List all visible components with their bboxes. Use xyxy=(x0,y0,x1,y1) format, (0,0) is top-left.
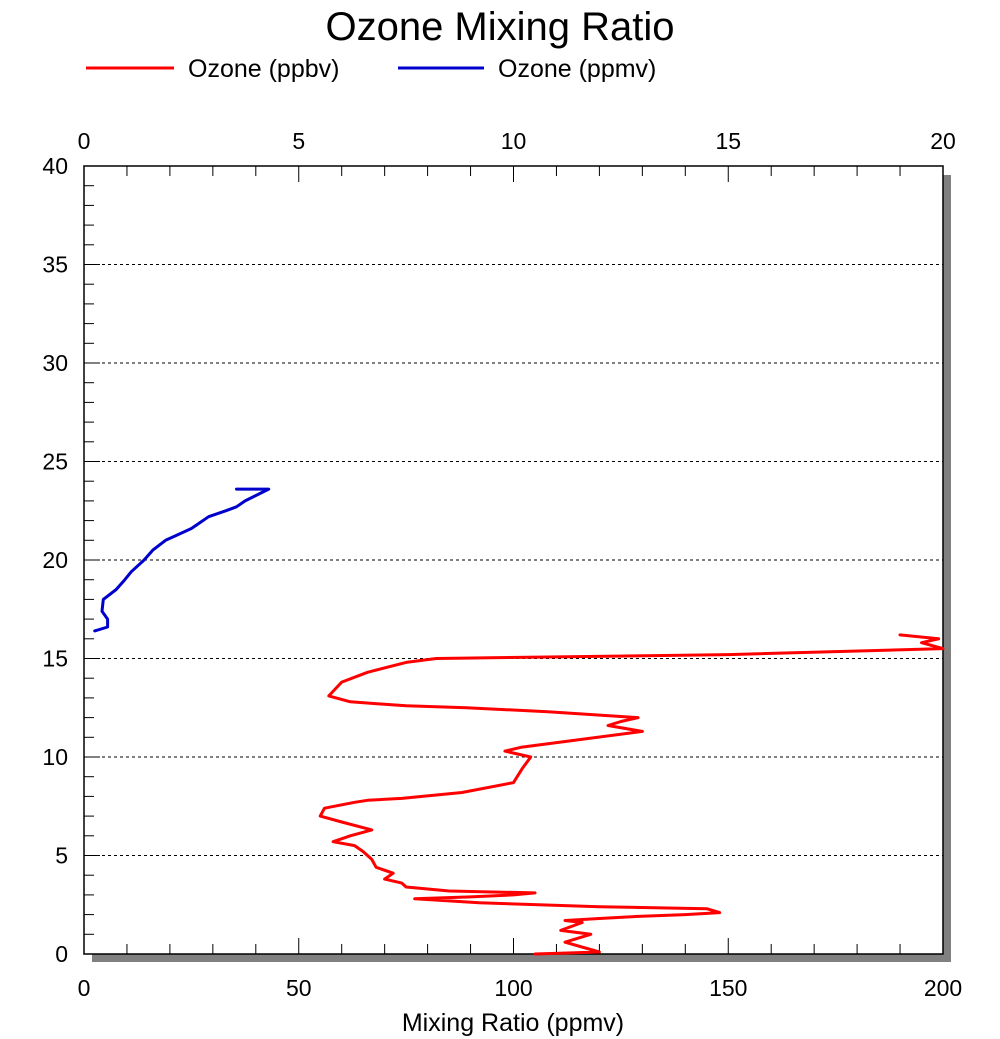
y-tick-label-0: 0 xyxy=(55,941,68,967)
data-series xyxy=(93,487,945,956)
y-tick-label-30: 30 xyxy=(42,350,68,376)
bottom-x-tick-label-150: 150 xyxy=(709,975,747,1001)
legend-label-ppmv: Ozone (ppmv) xyxy=(498,55,656,83)
x-axis-label: Mixing Ratio (ppmv) xyxy=(402,1009,624,1037)
bottom-x-tick-label-0: 0 xyxy=(78,975,91,1001)
top-x-tick-label-10: 10 xyxy=(501,128,527,154)
chart-title: Ozone Mixing Ratio xyxy=(325,5,674,49)
y-tick-label-10: 10 xyxy=(42,744,68,770)
top-x-tick-label-20: 20 xyxy=(930,128,956,154)
y-tick-label-35: 35 xyxy=(42,252,68,278)
plot-shadow-right xyxy=(943,175,951,962)
y-tick-label-40: 40 xyxy=(42,153,68,179)
y-tick-label-5: 5 xyxy=(55,843,68,869)
bottom-x-tick-label-200: 200 xyxy=(924,975,962,1001)
top-x-tick-label-0: 0 xyxy=(78,128,91,154)
y-tick-label-20: 20 xyxy=(42,547,68,573)
series-line-ozone-ppmv xyxy=(93,487,271,633)
bottom-x-tick-label-50: 50 xyxy=(286,975,312,1001)
tick-labels: 0 5 10 15 20 25 30 35 40 0 50 100 150 200 0 5 10 15 20 xyxy=(42,128,962,1001)
series-line-ozone-ppbv xyxy=(318,633,945,956)
y-tick-label-15: 15 xyxy=(42,646,68,672)
plot-shadow-bottom xyxy=(92,954,951,962)
bottom-x-tick-label-100: 100 xyxy=(494,975,532,1001)
legend-label-ppbv: Ozone (ppbv) xyxy=(188,55,339,83)
axis-ticks xyxy=(83,165,944,955)
top-x-tick-label-15: 15 xyxy=(715,128,741,154)
grid-lines xyxy=(84,264,943,856)
y-tick-label-25: 25 xyxy=(42,449,68,475)
top-x-tick-label-5: 5 xyxy=(292,128,305,154)
